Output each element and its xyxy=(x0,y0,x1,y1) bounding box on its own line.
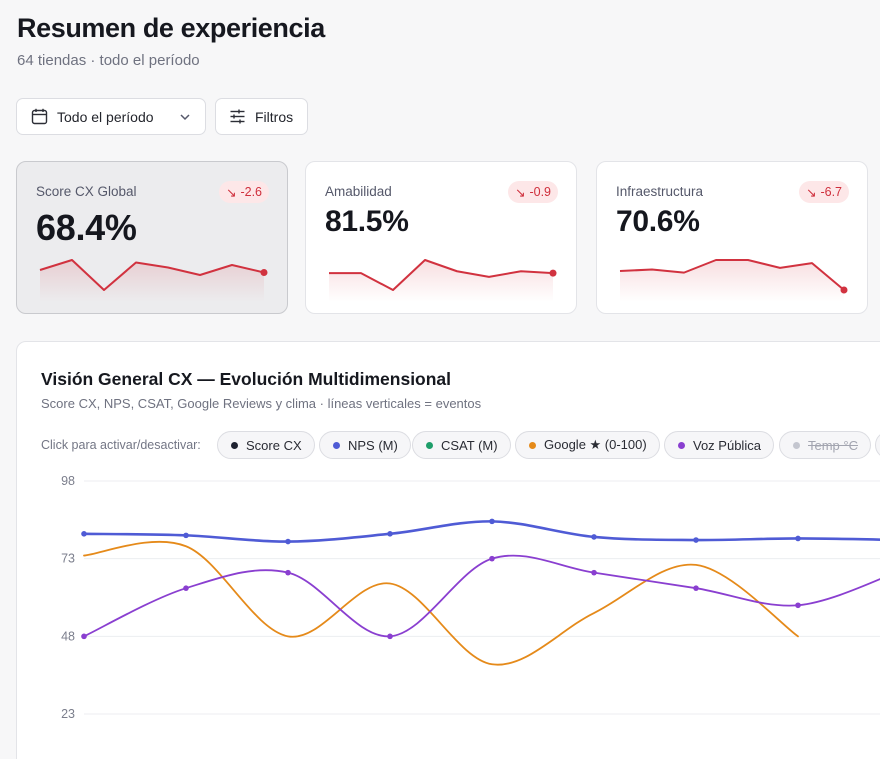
sparkline-line xyxy=(329,259,554,291)
kpi-card-score-cx[interactable]: Score CX Global ↘ -2.6 68.4% xyxy=(16,161,288,314)
sparkline-line xyxy=(619,259,845,291)
sliders-icon xyxy=(229,108,246,125)
data-point xyxy=(795,535,801,542)
kpi-delta-badge: ↘ -0.9 xyxy=(507,181,558,203)
data-point xyxy=(81,531,87,537)
data-point xyxy=(591,569,597,576)
data-point xyxy=(387,633,393,640)
page-subtitle: 64 tiendas · todo el período xyxy=(17,52,200,69)
legend-chip-score-cx[interactable]: Score CX xyxy=(217,431,315,459)
series-dot xyxy=(231,441,238,449)
kpi-delta-badge: ↘ -6.7 xyxy=(798,181,849,203)
series-dot xyxy=(426,441,433,449)
kpi-sparkline xyxy=(329,259,557,302)
kpi-label: Infraestructura xyxy=(616,184,704,199)
panel-subtitle: Score CX, NPS, CSAT, Google Reviews y cl… xyxy=(41,396,482,411)
page-title: Resumen de experiencia xyxy=(17,13,325,43)
calendar-icon xyxy=(31,108,48,125)
trend-down-icon: ↘ xyxy=(805,185,817,200)
cx-overview-panel: Visión General CX — Evolución Multidimen… xyxy=(16,341,880,759)
data-point xyxy=(387,531,393,537)
sparkline-line xyxy=(39,259,265,291)
y-tick-label: 48 xyxy=(61,629,75,643)
data-point xyxy=(285,538,291,545)
kpi-delta-badge: ↘ -2.6 xyxy=(218,181,269,203)
legend-hint: Click para activar/desactivar: xyxy=(41,438,201,452)
legend-chip-nps[interactable]: NPS (M) xyxy=(319,431,411,459)
sparkline-area xyxy=(329,260,553,302)
series-dot xyxy=(333,441,340,449)
data-point xyxy=(591,534,597,540)
series-dot xyxy=(678,441,685,449)
sparkline-endpoint xyxy=(840,286,848,294)
sparkline-endpoint xyxy=(549,269,557,277)
legend-chip-temp[interactable]: Temp °C xyxy=(779,431,871,459)
kpi-sparkline xyxy=(619,259,848,302)
y-tick-label: 98 xyxy=(61,474,75,488)
series-dot xyxy=(529,441,536,449)
legend-chip-google[interactable]: Google ★ (0-100) xyxy=(515,431,660,459)
kpi-sparkline xyxy=(39,259,268,302)
chevron-down-icon xyxy=(179,111,191,123)
y-tick-label: 23 xyxy=(61,707,75,721)
series-line xyxy=(82,520,880,543)
kpi-label: Amabilidad xyxy=(325,184,392,199)
trend-down-icon: ↘ xyxy=(514,185,526,200)
sparkline-area xyxy=(620,260,844,302)
data-point xyxy=(693,537,699,543)
data-point xyxy=(81,633,87,640)
sparkline-area xyxy=(40,260,264,302)
kpi-value: 81.5% xyxy=(325,205,409,238)
period-dropdown[interactable]: Todo el período xyxy=(16,98,206,135)
data-point xyxy=(489,518,495,525)
kpi-value: 68.4% xyxy=(36,207,137,248)
series-line xyxy=(83,554,880,638)
data-point xyxy=(693,585,699,591)
filters-button-label: Filtros xyxy=(255,108,294,125)
data-point xyxy=(489,555,495,562)
panel-title: Visión General CX — Evolución Multidimen… xyxy=(41,369,452,389)
kpi-card-amabilidad[interactable]: Amabilidad ↘ -0.9 81.5% xyxy=(305,161,577,314)
data-point xyxy=(795,602,801,609)
data-point xyxy=(183,532,189,539)
kpi-label: Score CX Global xyxy=(36,184,137,199)
series-line xyxy=(83,540,799,666)
kpi-value: 70.6% xyxy=(616,205,700,238)
period-dropdown-label: Todo el período xyxy=(57,108,154,125)
series-dot xyxy=(793,441,800,449)
data-point xyxy=(285,569,291,576)
legend-chip-voz-publica[interactable]: Voz Pública xyxy=(664,431,774,459)
filters-button[interactable]: Filtros xyxy=(215,98,308,135)
sparkline-endpoint xyxy=(260,269,268,276)
trend-down-icon: ↘ xyxy=(225,185,237,200)
y-tick-label: 73 xyxy=(61,552,75,566)
kpi-card-infraestructura[interactable]: Infraestructura ↘ -6.7 70.6% xyxy=(596,161,868,314)
legend-chip-csat[interactable]: CSAT (M) xyxy=(412,431,511,459)
cx-evolution-chart: 98 73 48 23 xyxy=(61,474,880,721)
data-point xyxy=(183,585,189,591)
